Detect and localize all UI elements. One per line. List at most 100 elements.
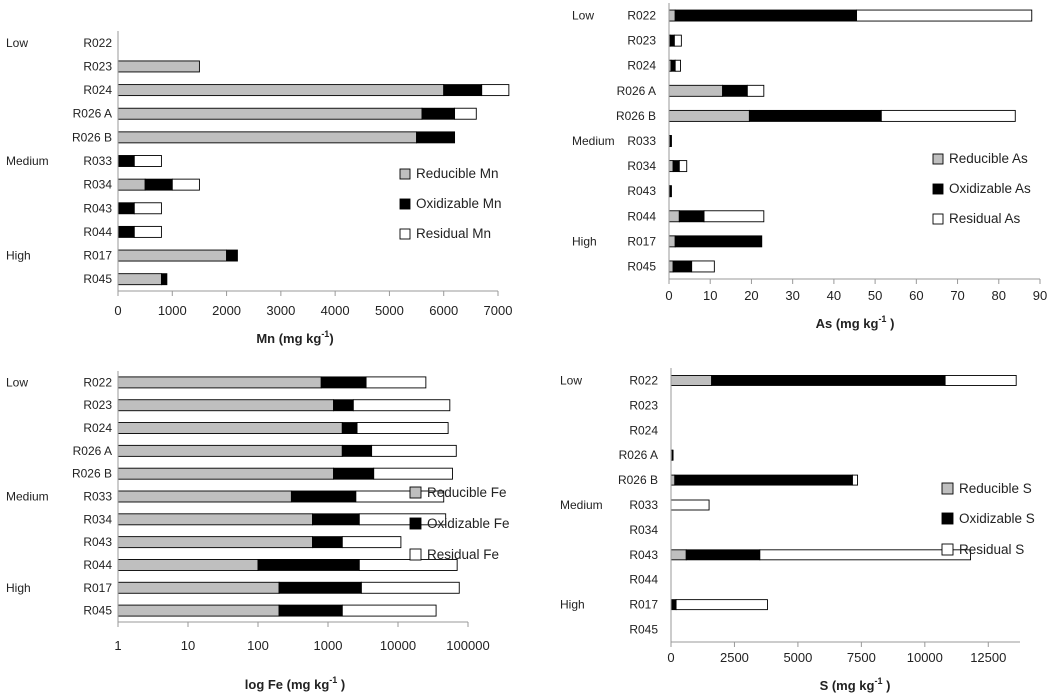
x-tick-label: 0 [114, 303, 121, 318]
legend-swatch [399, 228, 411, 240]
category-label: R024 [83, 421, 112, 435]
category-label: R024 [627, 59, 656, 73]
x-tick-label: 30 [785, 288, 799, 303]
category-label: R023 [83, 59, 112, 73]
bar-segment [373, 467, 453, 480]
bar-segment [117, 202, 135, 215]
legend-label: Residual Mn [416, 226, 491, 241]
x-axis-title: As (mg kg-1 ) [816, 314, 895, 331]
category-label: R017 [83, 581, 112, 595]
x-tick-label: 70 [950, 288, 964, 303]
bar-segment [668, 260, 674, 273]
bar-segment [117, 225, 135, 238]
bar-segment [416, 131, 456, 144]
bar-row-r023 [668, 34, 682, 47]
x-tick-label: 7000 [484, 303, 513, 318]
bar-segment [668, 109, 750, 122]
bar-row-r024 [117, 84, 510, 97]
bar-segment [421, 107, 456, 120]
x-tick-label: 10 [181, 638, 195, 653]
category-label: R044 [83, 558, 112, 572]
bar-segment [117, 131, 418, 144]
bar-segment [668, 210, 680, 223]
chart-panel-4: R022 R023 R024 R026 A R026 B R033 R034 R043 R044… [560, 368, 1035, 693]
category-label: R034 [83, 178, 112, 192]
bar-segment [257, 559, 360, 571]
bar-row-r043 [117, 536, 402, 549]
category-label: R034 [627, 159, 656, 173]
bar-segment [341, 536, 402, 549]
x-tick-label: 1000 [314, 638, 343, 653]
x-axis-title: log Fe (mg kg-1 ) [245, 675, 345, 692]
category-label: R023 [83, 398, 112, 412]
category-label: R043 [83, 201, 112, 215]
bar-segment [341, 444, 373, 457]
bar-segment [671, 449, 674, 461]
bar-segment [670, 599, 677, 611]
x-axis-title-main: As (mg kg [816, 316, 879, 331]
bar-segment [117, 559, 259, 571]
bar-segment [360, 581, 460, 594]
group-label: Low [572, 9, 594, 23]
bar-row-r033 [117, 155, 162, 167]
bar-row-r024 [668, 59, 681, 72]
x-axis-title-main: S (mg kg [820, 678, 875, 693]
legend-swatch [932, 183, 944, 195]
bar-segment [312, 536, 343, 549]
x-tick-label: 5000 [375, 303, 404, 318]
x-tick-label: 5000 [783, 650, 812, 665]
bar-segment [133, 202, 162, 215]
bar-segment [672, 260, 693, 273]
x-axis-title-superscript: -1 [329, 675, 337, 685]
category-label: R022 [83, 36, 112, 50]
bar-segment [746, 84, 765, 97]
x-tick-label: 4000 [321, 303, 350, 318]
legend-label: Reducible S [959, 481, 1032, 496]
group-label: High [572, 234, 597, 248]
category-label: R022 [83, 375, 112, 389]
bar-segment [117, 178, 146, 191]
legend: Reducible S Oxidizable S Residual S [941, 481, 1035, 557]
bar-segment [673, 34, 682, 47]
category-label: R026 B [72, 130, 112, 144]
category-label: R023 [629, 398, 658, 412]
bar-segment [117, 536, 313, 549]
x-tick-label: 100 [247, 638, 269, 653]
bar-segment [171, 178, 200, 191]
bar-segment [133, 225, 162, 238]
bar-segment [672, 160, 680, 173]
bar-row-r045 [117, 604, 437, 617]
group-label: High [560, 598, 585, 612]
bar-row-r026-a [117, 444, 457, 457]
category-label: R044 [627, 209, 656, 223]
bar-row-r026-b [117, 131, 456, 144]
bar-row-r033 [117, 490, 445, 503]
category-label: R022 [629, 373, 658, 387]
group-label: High [6, 249, 31, 263]
x-axis-title: Mn (mg kg-1) [256, 329, 333, 346]
legend-swatch [941, 482, 954, 495]
bar-segment [678, 210, 705, 223]
group-label: Medium [6, 490, 49, 504]
bar-row-r017 [117, 581, 460, 594]
group-label: Medium [6, 154, 49, 168]
bar-segment [358, 513, 447, 526]
bar-segment [443, 84, 483, 97]
bar-row-r044 [117, 225, 162, 238]
bar-row-r034 [668, 160, 688, 173]
category-label: R026 B [618, 473, 658, 487]
bar-segment [333, 399, 354, 412]
x-axis-title-tail: ) [329, 331, 333, 346]
category-label: R024 [629, 423, 658, 437]
bar-segment [133, 155, 162, 167]
bar-row-r043 [670, 549, 971, 561]
legend-label: Residual S [959, 542, 1024, 557]
bar-row-r045 [117, 273, 168, 286]
category-label: R026 A [73, 444, 112, 458]
legend: Reducible Mn Oxidizable Mn Residual Mn [399, 166, 502, 241]
bar-row-r026-a [668, 84, 765, 97]
x-axis-title: S (mg kg-1 ) [820, 676, 891, 693]
category-label: R033 [627, 134, 656, 148]
bar-segment [670, 499, 710, 511]
bar-row-r033 [670, 499, 710, 511]
